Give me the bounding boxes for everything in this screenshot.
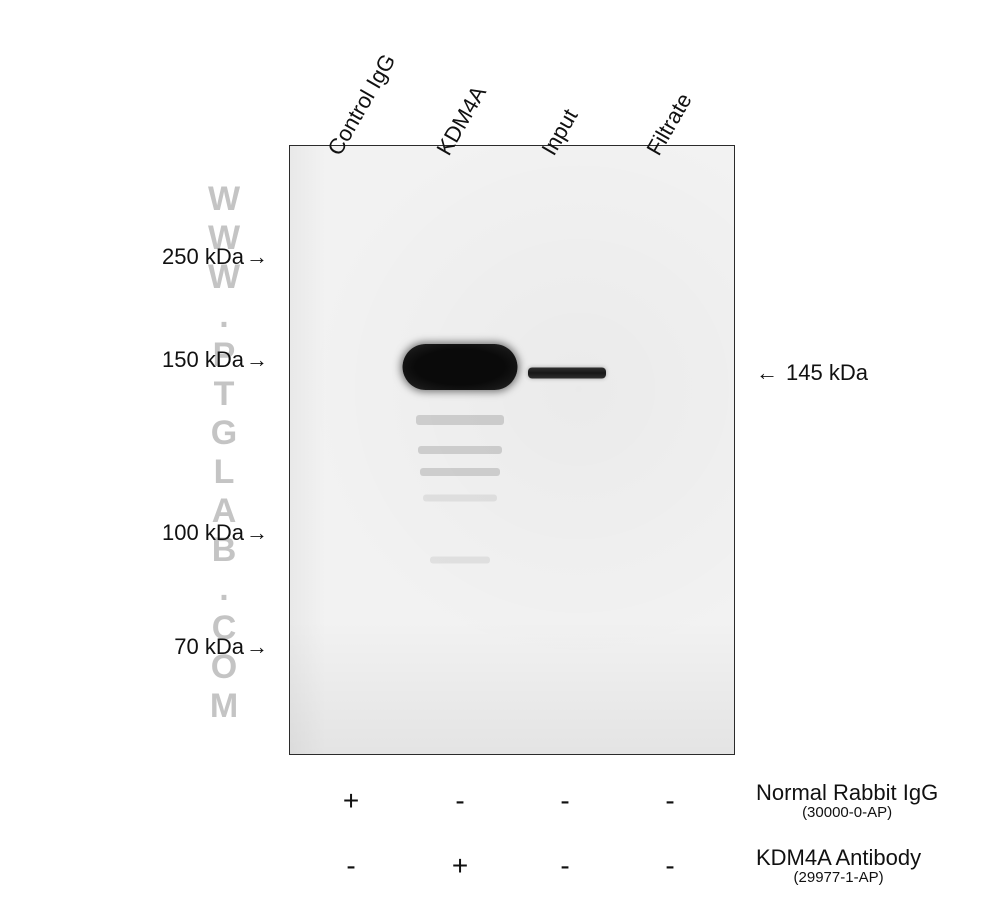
treatment-symbol-r1-l1: + — [452, 850, 468, 882]
treatment-label-text-1: KDM4A Antibody — [756, 845, 921, 870]
smear-5 — [430, 557, 490, 564]
treatment-label-0: Normal Rabbit IgG(30000-0-AP) — [756, 781, 938, 821]
treatment-label-text-0: Normal Rabbit IgG — [756, 780, 938, 805]
observed-mw-row: ← 145 kDa — [756, 360, 868, 386]
mw-marker-arrow-icon-0: → — [246, 244, 268, 270]
treatment-symbol-r0-l3: - — [665, 785, 674, 817]
treatment-sublabel-1: (29977-1-AP) — [756, 870, 921, 886]
figure-canvas: { "figure": { "canvas": { "width_px": 10… — [0, 0, 1000, 903]
treatment-symbol-r0-l2: - — [560, 785, 569, 817]
treatment-symbol-r1-l0: - — [346, 850, 355, 882]
mw-marker-arrow-icon-3: → — [246, 634, 268, 660]
mw-marker-label-0: 250 kDa — [162, 244, 244, 270]
observed-mw-arrow-icon: ← — [756, 360, 778, 386]
membrane-shadow-bottom — [290, 620, 734, 754]
mw-marker-row-2: 100 kDa→ — [0, 520, 268, 546]
observed-mw-label: 145 kDa — [786, 360, 868, 386]
mw-marker-label-1: 150 kDa — [162, 347, 244, 373]
mw-marker-arrow-icon-2: → — [246, 520, 268, 546]
treatment-label-1: KDM4A Antibody(29977-1-AP) — [756, 846, 921, 886]
input-band — [528, 368, 606, 379]
treatment-symbol-r0-l0: + — [343, 785, 359, 817]
mw-marker-arrow-icon-1: → — [246, 347, 268, 373]
western-blot-membrane — [289, 145, 735, 755]
treatment-symbol-r1-l2: - — [560, 850, 569, 882]
smear-4 — [423, 495, 497, 502]
mw-marker-row-1: 150 kDa→ — [0, 347, 268, 373]
mw-marker-row-3: 70 kDa→ — [0, 634, 268, 660]
mw-marker-label-2: 100 kDa — [162, 520, 244, 546]
mw-marker-label-3: 70 kDa — [174, 634, 244, 660]
mw-marker-row-0: 250 kDa→ — [0, 244, 268, 270]
smear-3 — [420, 468, 500, 476]
main-band-kdm4a — [403, 344, 518, 390]
treatment-symbol-r1-l3: - — [665, 850, 674, 882]
smear-2 — [418, 446, 502, 454]
smear-1 — [416, 415, 504, 425]
lane-label-0: Control IgG — [322, 50, 401, 160]
treatment-symbol-r0-l1: - — [455, 785, 464, 817]
treatment-sublabel-0: (30000-0-AP) — [756, 805, 938, 821]
